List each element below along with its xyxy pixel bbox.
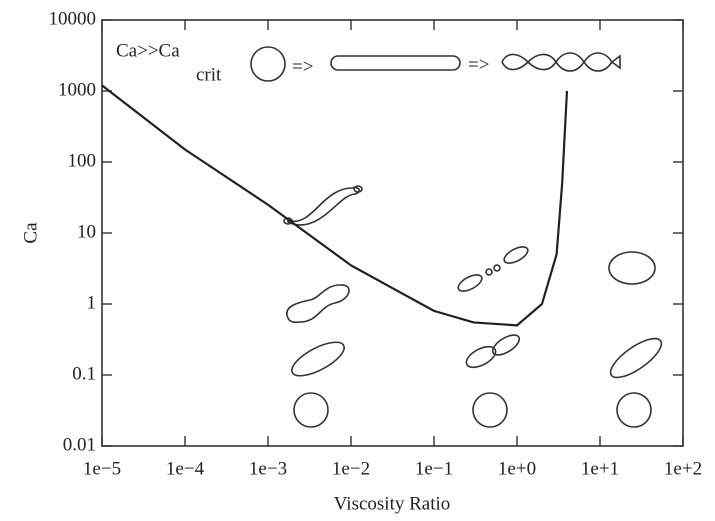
- x-tick-label: 1e−5: [83, 458, 121, 479]
- x-tick-label: 1e−1: [415, 458, 453, 479]
- y-tick-label: 1: [87, 292, 97, 313]
- droplet-sketches: [250, 46, 663, 428]
- x-tick-label: 1e−2: [332, 458, 370, 479]
- y-axis-label: Ca: [20, 222, 41, 244]
- x-tick-label: 1e+2: [664, 458, 702, 479]
- x-axis-label: Viscosity Ratio: [334, 493, 451, 514]
- annotation: Ca>>Ca: [116, 40, 180, 61]
- annotation: =>: [468, 54, 489, 75]
- y-tick-label: 10000: [49, 8, 97, 29]
- y-tick-label: 0.1: [72, 363, 96, 384]
- annotation: =>: [292, 56, 313, 77]
- y-tick-label: 0.01: [63, 434, 96, 455]
- x-tick-label: 1e+1: [581, 458, 619, 479]
- annotation: crit: [196, 64, 222, 85]
- x-tick-label: 1e−3: [249, 458, 287, 479]
- y-tick-label: 100: [68, 150, 97, 171]
- y-tick-label: 10: [77, 221, 96, 242]
- curve: [101, 84, 569, 327]
- plot-frame: [101, 19, 684, 447]
- x-tick-label: 1e+0: [498, 458, 536, 479]
- y-tick-label: 1000: [58, 79, 96, 100]
- x-tick-label: 1e−4: [166, 458, 205, 479]
